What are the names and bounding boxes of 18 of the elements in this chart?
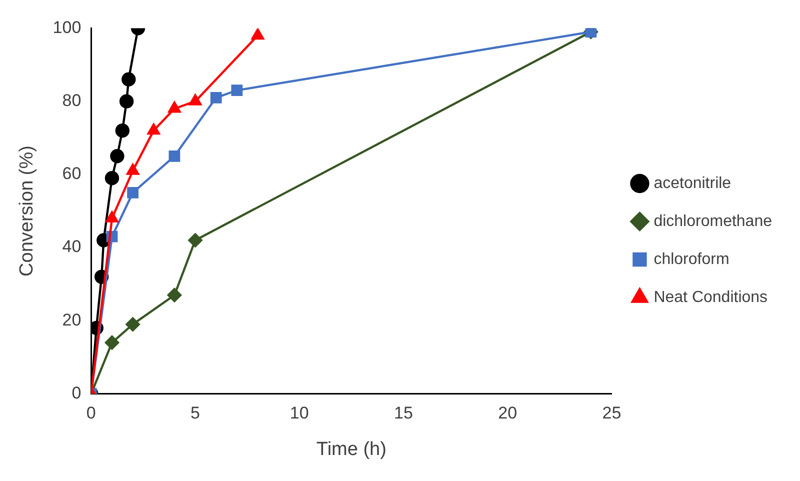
x-tick-label: 25 xyxy=(602,404,622,423)
legend-label: chloroform xyxy=(654,250,730,268)
x-tick-label: 0 xyxy=(86,404,96,423)
y-tick-label: 100 xyxy=(52,18,82,37)
x-tick-label: 5 xyxy=(190,404,200,423)
y-tick-label: 60 xyxy=(62,164,82,184)
y-axis-title: Conversion (%) xyxy=(16,146,38,276)
legend-label: dichloromethane xyxy=(654,212,772,230)
x-tick-label: 15 xyxy=(394,404,413,423)
x-axis-title: Time (h) xyxy=(316,438,386,460)
y-tick-label: 20 xyxy=(62,310,82,330)
legend-label: Neat Conditions xyxy=(654,288,768,306)
y-tick-label: 0 xyxy=(72,383,82,402)
y-tick-label: 80 xyxy=(62,91,82,110)
x-tick-label: 10 xyxy=(290,404,309,423)
x-tick-label: 20 xyxy=(498,404,518,423)
legend-label: acetonitrile xyxy=(654,174,732,192)
y-tick-label: 40 xyxy=(62,237,82,256)
